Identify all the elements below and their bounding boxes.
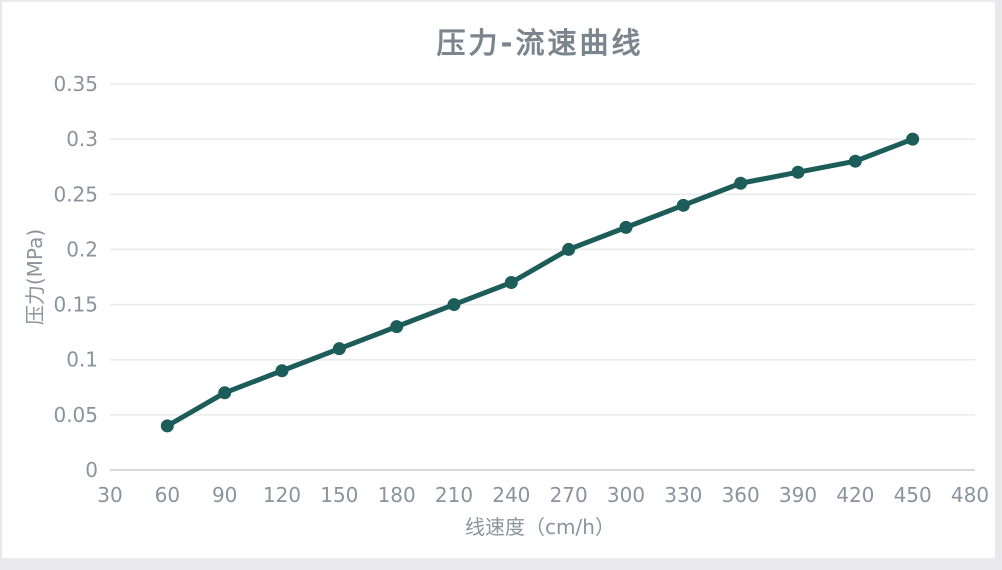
y-tick-label: 0.15 bbox=[53, 293, 98, 317]
pressure-line-series bbox=[164, 136, 916, 429]
x-tick-label: 420 bbox=[836, 483, 874, 507]
x-tick-label: 180 bbox=[378, 483, 416, 507]
y-tick-label: 0.25 bbox=[53, 182, 98, 206]
data-point bbox=[734, 176, 748, 190]
data-point bbox=[218, 386, 232, 400]
x-tick-label: 240 bbox=[492, 483, 530, 507]
y-axis-title: 压力(MPa) bbox=[23, 229, 47, 325]
y-tick-label: 0 bbox=[85, 458, 98, 482]
data-point bbox=[906, 132, 920, 146]
x-tick-label: 120 bbox=[263, 483, 301, 507]
data-point bbox=[791, 165, 805, 179]
x-tick-label: 480 bbox=[951, 483, 989, 507]
x-tick-label: 390 bbox=[779, 483, 817, 507]
x-tick-label: 150 bbox=[320, 483, 358, 507]
data-point bbox=[619, 220, 633, 234]
x-tick-label: 30 bbox=[97, 483, 122, 507]
x-tick-label: 210 bbox=[435, 483, 473, 507]
x-tick-label: 270 bbox=[550, 483, 588, 507]
y-tick-label: 0.1 bbox=[66, 348, 98, 372]
x-tick-label: 90 bbox=[212, 483, 237, 507]
x-tick-label: 360 bbox=[722, 483, 760, 507]
data-point bbox=[332, 342, 346, 356]
data-point bbox=[447, 298, 461, 312]
x-tick-label: 330 bbox=[664, 483, 702, 507]
data-point bbox=[562, 242, 576, 256]
y-tick-label: 0.35 bbox=[53, 72, 98, 96]
data-point bbox=[676, 198, 690, 212]
data-point bbox=[504, 276, 518, 290]
data-point bbox=[160, 419, 174, 433]
data-point bbox=[275, 364, 289, 378]
x-axis-title: 线速度（cm/h） bbox=[465, 515, 615, 539]
y-tick-label: 0.3 bbox=[66, 127, 98, 151]
data-point bbox=[848, 154, 862, 168]
y-tick-label: 0.2 bbox=[66, 237, 98, 261]
x-tick-label: 300 bbox=[607, 483, 645, 507]
chart-card bbox=[2, 2, 995, 558]
x-tick-label: 450 bbox=[894, 483, 932, 507]
chart-title: 压力-流速曲线 bbox=[436, 26, 644, 60]
data-point bbox=[390, 320, 404, 334]
y-tick-label: 0.05 bbox=[53, 403, 98, 427]
x-tick-label: 60 bbox=[155, 483, 180, 507]
